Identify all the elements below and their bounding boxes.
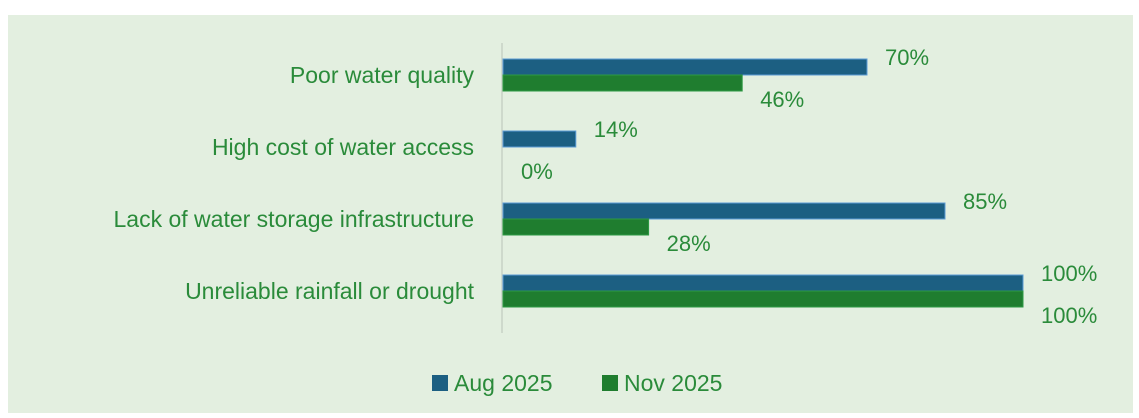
legend-swatch xyxy=(432,375,448,391)
data-label: 0% xyxy=(521,159,553,184)
bar-nov-2025 xyxy=(502,290,1024,308)
bar-aug-2025 xyxy=(502,274,1024,292)
legend-label: Aug 2025 xyxy=(454,370,552,396)
data-label: 85% xyxy=(963,189,1007,214)
bar-aug-2025 xyxy=(502,202,946,220)
category-label: Unreliable rainfall or drought xyxy=(185,278,475,304)
bar-chart: Poor water quality High cost of water acc… xyxy=(114,43,1097,396)
data-label: 100% xyxy=(1041,261,1097,286)
bar-nov-2025 xyxy=(502,74,743,92)
bar-aug-2025 xyxy=(502,58,868,76)
data-label: 46% xyxy=(760,87,804,112)
legend: Aug 2025 Nov 2025 xyxy=(432,370,722,396)
data-label: 100% xyxy=(1041,303,1097,328)
bar-aug-2025 xyxy=(502,130,577,148)
bar-nov-2025 xyxy=(502,218,650,236)
legend-label: Nov 2025 xyxy=(624,370,722,396)
data-label: 28% xyxy=(667,231,711,256)
data-labels: 70% 46% 14% 0% 85% 28% 100% 100% xyxy=(521,45,1097,328)
bars xyxy=(502,58,1024,308)
category-label: High cost of water access xyxy=(212,134,474,160)
data-label: 14% xyxy=(594,117,638,142)
legend-swatch xyxy=(602,375,618,391)
category-label: Poor water quality xyxy=(290,62,475,88)
chart-area: Poor water quality High cost of water acc… xyxy=(8,15,1133,413)
category-labels: Poor water quality High cost of water acc… xyxy=(114,62,475,304)
data-label: 70% xyxy=(885,45,929,70)
category-label: Lack of water storage infrastructure xyxy=(114,206,475,232)
